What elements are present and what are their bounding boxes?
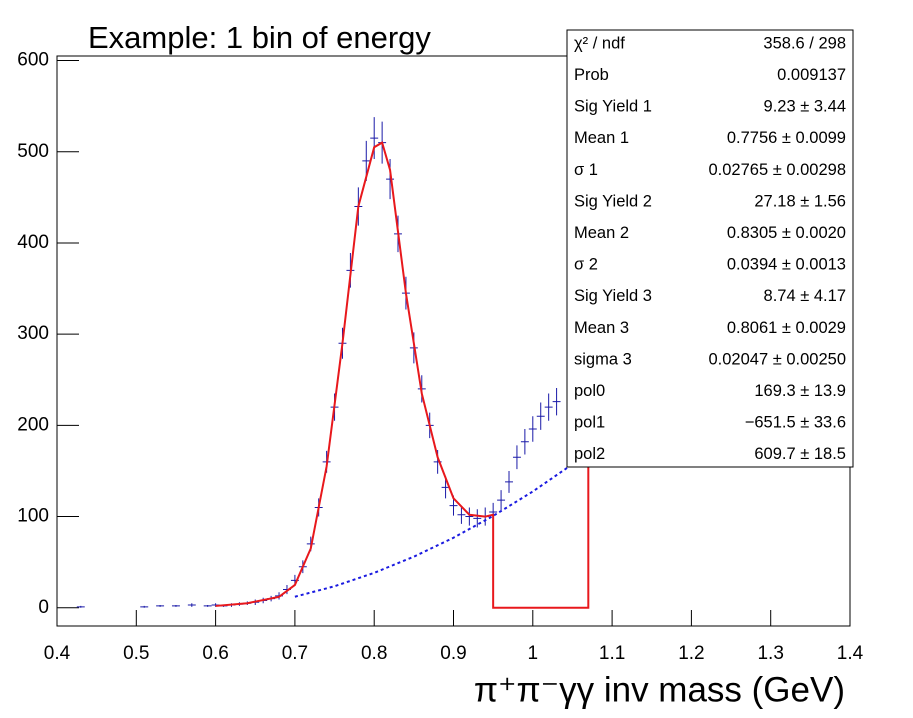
- x-tick-label: 0.9: [440, 643, 466, 664]
- data-point: [203, 605, 212, 607]
- stat-name: Mean 3: [574, 319, 629, 337]
- y-tick-label: 0: [38, 597, 49, 618]
- x-tick-label: 1.3: [757, 643, 783, 664]
- stat-value: 9.23 ± 3.44: [764, 98, 846, 116]
- stat-name: pol1: [574, 414, 605, 432]
- x-tick-label: 1: [528, 643, 539, 664]
- stat-name: Sig Yield 2: [574, 192, 652, 210]
- stat-name: Sig Yield 1: [574, 98, 652, 116]
- data-point: [386, 159, 395, 200]
- stat-name: σ 2: [574, 256, 598, 274]
- stat-value: 0.7756 ± 0.0099: [727, 129, 846, 147]
- y-tick-label: 400: [17, 232, 49, 253]
- stat-value: 358.6 / 298: [763, 34, 846, 52]
- data-point: [512, 445, 521, 470]
- stat-value: 0.02765 ± 0.00298: [708, 161, 846, 179]
- x-tick-label: 1.1: [599, 643, 625, 664]
- data-point: [140, 605, 149, 608]
- x-tick-label: 0.6: [202, 643, 228, 664]
- data-point: [536, 402, 545, 430]
- stat-name: Prob: [574, 66, 609, 84]
- data-point: [473, 509, 482, 528]
- stat-name: pol2: [574, 445, 605, 463]
- stat-name: sigma 3: [574, 350, 632, 368]
- data-point: [528, 416, 537, 442]
- x-axis-label: π⁺π⁻γγ inv mass (GeV): [474, 670, 845, 709]
- stat-value: 8.74 ± 4.17: [764, 287, 846, 305]
- data-point: [457, 505, 466, 524]
- data-point: [156, 605, 165, 607]
- data-point: [370, 117, 379, 160]
- stat-name: χ² / ndf: [574, 34, 625, 52]
- data-point: [552, 387, 561, 416]
- stat-value: 0.009137: [777, 66, 846, 84]
- stat-name: Sig Yield 3: [574, 287, 652, 305]
- chart-title: Example: 1 bin of energy: [88, 20, 431, 55]
- stat-value: 169.3 ± 13.9: [754, 382, 846, 400]
- data-point: [171, 605, 180, 607]
- stat-name: Mean 2: [574, 224, 629, 242]
- fit-curve: [215, 141, 590, 609]
- stat-name: σ 1: [574, 161, 598, 179]
- stat-value: 27.18 ± 1.56: [754, 192, 846, 210]
- data-point: [187, 603, 196, 607]
- stat-value: 0.0394 ± 0.0013: [727, 256, 846, 274]
- y-tick-label: 300: [17, 323, 49, 344]
- x-tick-label: 0.5: [123, 643, 149, 664]
- stat-name: pol0: [574, 382, 605, 400]
- stat-value: 0.8061 ± 0.0029: [727, 319, 846, 337]
- data-point: [497, 490, 506, 511]
- x-tick-label: 1.2: [678, 643, 704, 664]
- stat-value: 609.7 ± 18.5: [754, 445, 846, 463]
- data-point: [505, 470, 513, 493]
- y-tick-label: 600: [17, 50, 49, 71]
- x-tick-label: 0.8: [361, 643, 387, 664]
- y-tick-label: 500: [17, 141, 49, 162]
- stat-value: 0.02047 ± 0.00250: [708, 350, 846, 368]
- plot-area: 0.4 0.5 0.6 0.7 0.8 0.9 1 1.1 1.2 1.3 1.4 0 100 200 30…: [17, 50, 863, 664]
- y-tick-label: 200: [17, 414, 49, 435]
- stats-frame: [566, 29, 854, 468]
- data-point: [520, 429, 529, 455]
- x-tick-label: 0.7: [282, 643, 308, 664]
- data-point: [465, 507, 474, 526]
- data-point: [544, 393, 553, 421]
- stat-value: −651.5 ± 33.6: [745, 414, 846, 432]
- stats-box: χ² / ndf 358.6 / 298 Prob 0.009137 Sig Yield…: [566, 29, 854, 468]
- data-point: [76, 605, 85, 608]
- x-tick-label: 0.4: [44, 643, 71, 664]
- y-tick-label: 100: [17, 506, 49, 527]
- stat-name: Mean 1: [574, 129, 629, 147]
- stat-value: 0.8305 ± 0.0020: [727, 224, 846, 242]
- x-tick-label: 1.4: [837, 643, 864, 664]
